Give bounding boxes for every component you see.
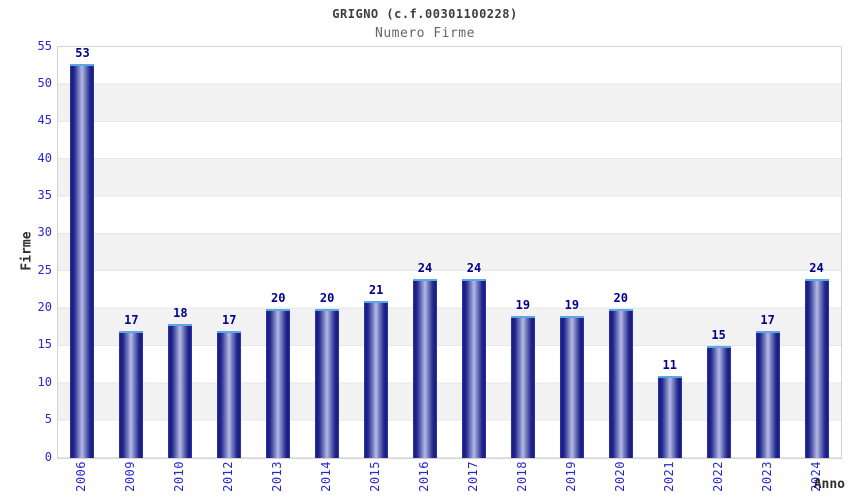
x-tick-label: 2012 [221, 461, 236, 492]
bar [657, 375, 682, 458]
bar-group-2022: 15 [694, 47, 743, 458]
x-tick-label: 2020 [612, 461, 627, 492]
chart-subtitle: Numero Firme [375, 26, 475, 41]
x-tick-cell: 2009 [106, 461, 155, 499]
y-tick-label: 10 [37, 374, 52, 389]
x-tick-cell: 2017 [449, 461, 498, 499]
x-tick-cell: 2014 [302, 461, 351, 499]
bar [559, 316, 584, 458]
plot-area: 53 17 18 17 20 20 21 24 24 19 19 20 11 15 17 24 [57, 46, 842, 459]
bar-group-2014: 20 [303, 47, 352, 458]
bar-group-2015: 21 [352, 47, 401, 458]
bar-group-2019: 19 [547, 47, 596, 458]
bar-group-2012: 17 [205, 47, 254, 458]
bar-group-2023: 17 [743, 47, 792, 458]
bar [315, 308, 340, 458]
bar [706, 345, 731, 458]
bar-value-label: 19 [515, 298, 531, 312]
y-tick-label: 30 [37, 225, 52, 240]
y-tick-label: 5 [44, 412, 52, 427]
x-axis-ticks: 2006 2009 2010 2012 2013 2014 2015 2016 2017 2018… [57, 461, 840, 499]
bar-value-label: 21 [368, 283, 384, 298]
x-tick-cell: 2021 [644, 461, 693, 499]
bar-value-label: 19 [564, 298, 580, 312]
x-tick-cell: 2015 [351, 461, 400, 499]
bar-group-2009: 17 [107, 47, 156, 458]
bar-group-2010: 18 [156, 47, 205, 458]
bar [70, 64, 95, 458]
x-tick-cell: 2013 [253, 461, 302, 499]
bar-group-2020: 20 [596, 47, 645, 458]
bar [217, 331, 242, 458]
x-tick-label: 2023 [759, 461, 774, 492]
y-axis-ticks: 0 5 10 15 20 25 30 35 40 45 50 55 [0, 0, 52, 500]
bar-value-label: 18 [173, 305, 188, 320]
x-tick-cell: 2010 [155, 461, 204, 499]
x-tick-label: 2021 [661, 461, 676, 492]
x-tick-label: 2015 [368, 461, 383, 492]
x-tick-cell: 2012 [204, 461, 253, 499]
bar-value-label: 17 [222, 313, 237, 327]
bar-group-2017: 24 [450, 47, 499, 458]
x-tick-label: 2018 [514, 461, 529, 492]
bar-group-2024: 24 [792, 47, 841, 458]
x-tick-label: 2017 [465, 461, 480, 492]
x-tick-cell: 2018 [497, 461, 546, 499]
bar [510, 316, 535, 458]
bar-value-label: 24 [809, 260, 824, 275]
x-tick-label: 2016 [417, 461, 432, 492]
bar [608, 308, 633, 458]
x-tick-label: 2006 [74, 461, 89, 492]
y-tick-label: 35 [37, 188, 52, 202]
y-tick-label: 40 [37, 150, 52, 165]
y-tick-label: 45 [37, 113, 52, 128]
bar [804, 278, 829, 458]
bar [168, 323, 193, 458]
bar-group-2016: 24 [401, 47, 450, 458]
x-tick-label: 2014 [319, 461, 334, 492]
bar-value-label: 15 [711, 327, 726, 342]
bar [413, 278, 438, 458]
bar [119, 331, 144, 458]
chart-title: GRIGNO (c.f.00301100228) [332, 7, 518, 21]
bar-group-2018: 19 [498, 47, 547, 458]
x-tick-cell: 2023 [742, 461, 791, 499]
bar [364, 301, 389, 458]
bar-value-label: 11 [662, 357, 677, 372]
bar-group-2013: 20 [254, 47, 303, 458]
x-tick-cell: 2020 [595, 461, 644, 499]
y-tick-label: 15 [37, 337, 52, 352]
x-tick-label: 2013 [270, 461, 285, 492]
x-tick-label: 2022 [710, 461, 725, 492]
y-tick-label: 50 [37, 75, 52, 90]
y-tick-label: 20 [37, 300, 52, 314]
bar [461, 278, 486, 458]
x-tick-label: 2019 [563, 461, 578, 492]
bar [755, 331, 780, 458]
bar-value-label: 20 [319, 290, 335, 305]
bar-value-label: 17 [760, 313, 775, 327]
y-tick-label: 25 [37, 262, 52, 277]
x-tick-cell: 2016 [400, 461, 449, 499]
x-tick-cell: 2019 [546, 461, 595, 499]
bar-value-label: 20 [613, 290, 628, 305]
x-tick-label: 2009 [123, 461, 138, 492]
bar-value-label: 20 [270, 290, 286, 305]
x-tick-label: 2010 [172, 461, 187, 492]
bar-value-label: 17 [124, 313, 139, 327]
bar-value-label: 24 [466, 260, 482, 275]
x-tick-cell: 2022 [693, 461, 742, 499]
bar-group-2006: 53 [58, 47, 107, 458]
y-tick-label: 0 [44, 449, 52, 464]
bar-value-label: 53 [75, 46, 90, 60]
bar [266, 308, 291, 458]
x-axis-title: Anno [813, 477, 845, 492]
x-tick-cell: 2006 [57, 461, 106, 499]
bar-value-label: 24 [417, 260, 433, 275]
y-tick-label: 55 [37, 38, 52, 53]
bar-group-2021: 11 [645, 47, 694, 458]
